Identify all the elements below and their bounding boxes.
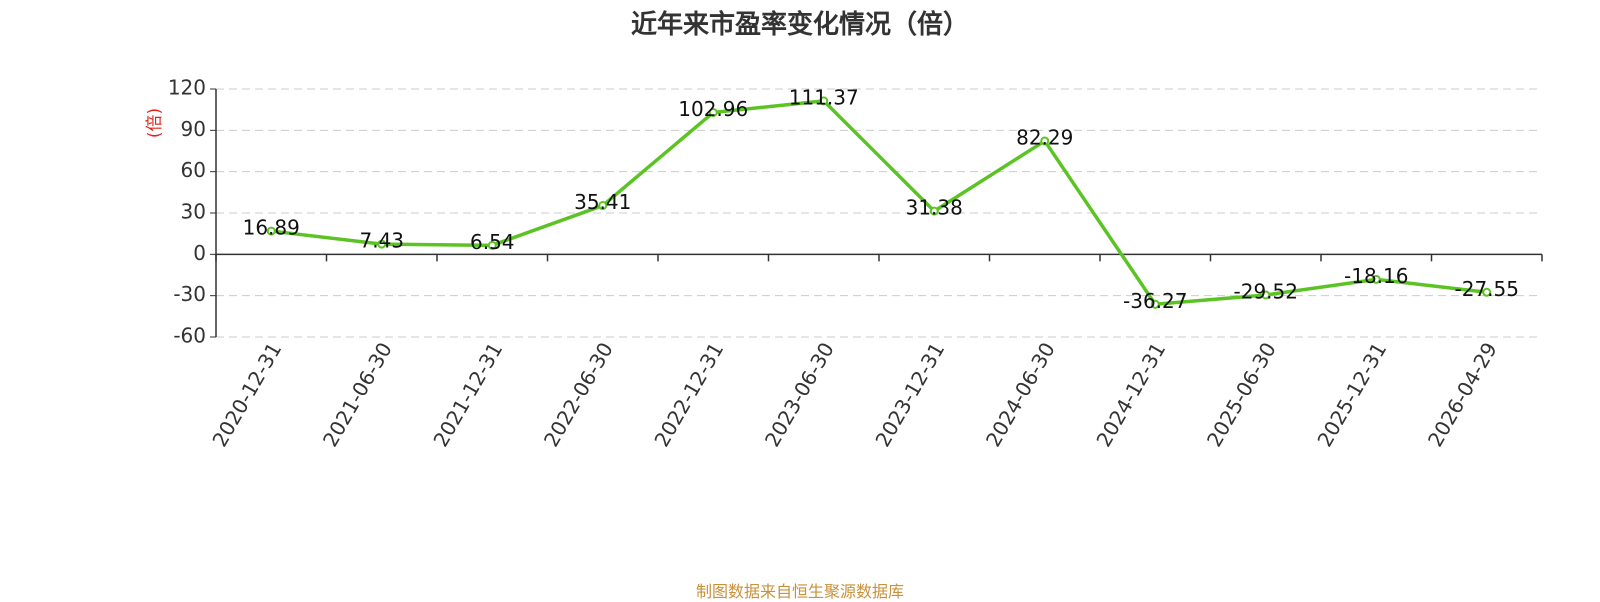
x-tick-label: 2025-06-30 [1202,338,1281,451]
x-tick-label: 2024-06-30 [981,338,1060,451]
data-label: -27.55 [1455,277,1519,301]
data-source-note: 制图数据来自恒生聚源数据库 [695,582,904,601]
data-label: 102.96 [678,97,748,121]
data-label: -29.52 [1234,280,1298,304]
data-label: 7.43 [359,229,404,253]
x-tick-label: 2021-06-30 [318,338,397,451]
data-point [1482,287,1492,297]
x-tick-label: 2022-12-31 [649,338,728,451]
y-tick-label: 60 [181,158,206,182]
y-tick-label: 90 [181,117,206,141]
data-point [819,96,829,106]
data-label: 6.54 [470,230,515,254]
series-line [269,99,1489,307]
x-tick-label: 2026-04-29 [1423,338,1502,451]
data-point [487,240,497,250]
data-point [377,239,387,249]
data-point [598,201,608,211]
y-tick-label: 30 [181,200,206,224]
y-axis-label: (倍) [145,108,165,138]
y-tick-label: 120 [168,76,206,100]
y-tick-label: -60 [173,324,206,348]
x-tick-label: 2022-06-30 [539,338,618,451]
x-tick-label: 2021-12-31 [428,338,507,451]
data-point [1040,136,1050,146]
x-tick-label: 2020-12-31 [207,338,286,451]
x-tick-label: 2025-12-31 [1312,338,1391,451]
y-tick-label: -30 [173,282,206,306]
x-tick-label: 2024-12-31 [1091,338,1170,451]
data-label: 111.37 [789,85,859,109]
data-label: 35.41 [574,190,631,214]
y-tick-label: 0 [193,241,206,265]
data-label: 82.29 [1016,125,1073,149]
data-point [1150,299,1160,309]
x-tick-label: 2023-06-30 [760,338,839,451]
data-label: 31.38 [906,196,963,220]
data-label: 16.89 [243,216,300,240]
data-point [929,206,939,216]
x-tick-label: 2023-12-31 [870,338,949,451]
data-label: -36.27 [1123,289,1187,313]
data-point [266,226,276,236]
chart-title: 近年来市盈率变化情况（倍） [630,10,969,40]
data-point [1261,290,1271,300]
data-point [1371,274,1381,284]
data-label: -18.16 [1344,264,1408,288]
data-point [708,107,718,117]
